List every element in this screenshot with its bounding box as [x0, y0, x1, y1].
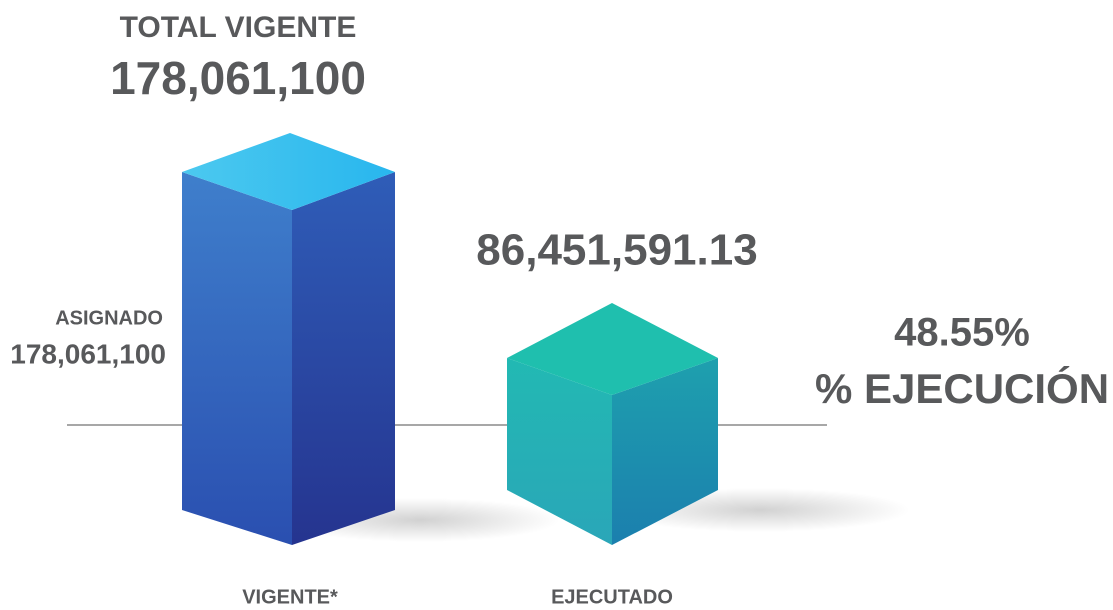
bar-face	[612, 358, 718, 545]
total-label: TOTAL VIGENTE	[120, 11, 357, 44]
bar-face	[292, 172, 395, 545]
bar-ejecutado	[507, 303, 718, 545]
bar-face	[507, 358, 612, 545]
execution-label: % EJECUCIÓN	[815, 364, 1109, 412]
bar-face	[182, 172, 292, 545]
total-amount: 178,061,100	[110, 52, 366, 104]
assigned-label: ASIGNADO	[55, 307, 163, 329]
executed-amount: 86,451,591.13	[476, 226, 757, 275]
bar-label: VIGENTE*	[242, 586, 338, 608]
bar-top	[507, 303, 718, 395]
bar-label: EJECUTADO	[551, 586, 673, 608]
bar-top	[182, 133, 395, 210]
assigned-amount: 178,061,100	[10, 338, 166, 369]
execution-percent: 48.55%	[894, 311, 1030, 355]
bar-vigente	[182, 133, 395, 545]
